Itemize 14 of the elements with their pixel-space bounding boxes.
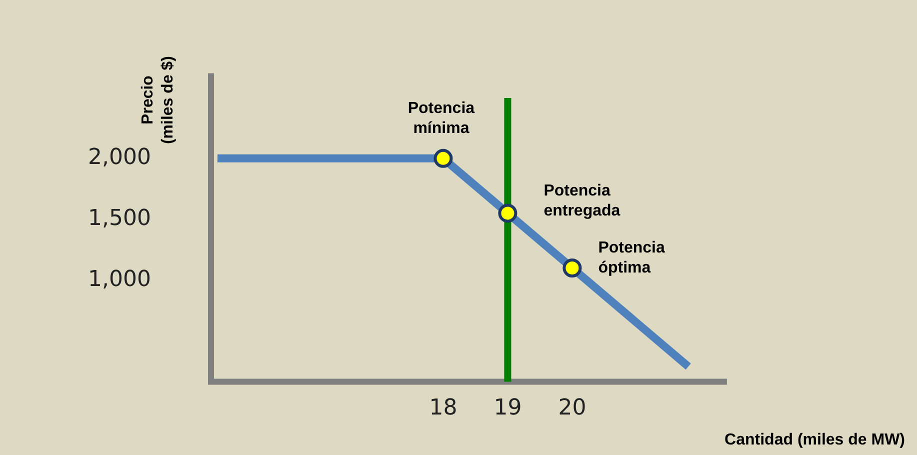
y-tick-label: 1,500: [88, 206, 151, 231]
point: [434, 148, 453, 168]
y-tick-label: 1,000: [88, 266, 151, 292]
point: [562, 258, 582, 278]
annotation: Potencia mínima: [408, 100, 475, 137]
y-axis-title: Precio (miles de $): [139, 56, 176, 144]
x-axis-title: Cantidad (miles de MW): [724, 431, 905, 448]
point: [498, 204, 518, 223]
x-tick-label: 20: [558, 396, 586, 421]
x-tick-label: 18: [429, 396, 458, 421]
annotation: Potencia entregada: [544, 182, 620, 220]
annotation: Potencia óptima: [598, 239, 665, 276]
y-tick-label: 2,000: [88, 145, 151, 170]
x-tick-label: 19: [494, 396, 522, 421]
